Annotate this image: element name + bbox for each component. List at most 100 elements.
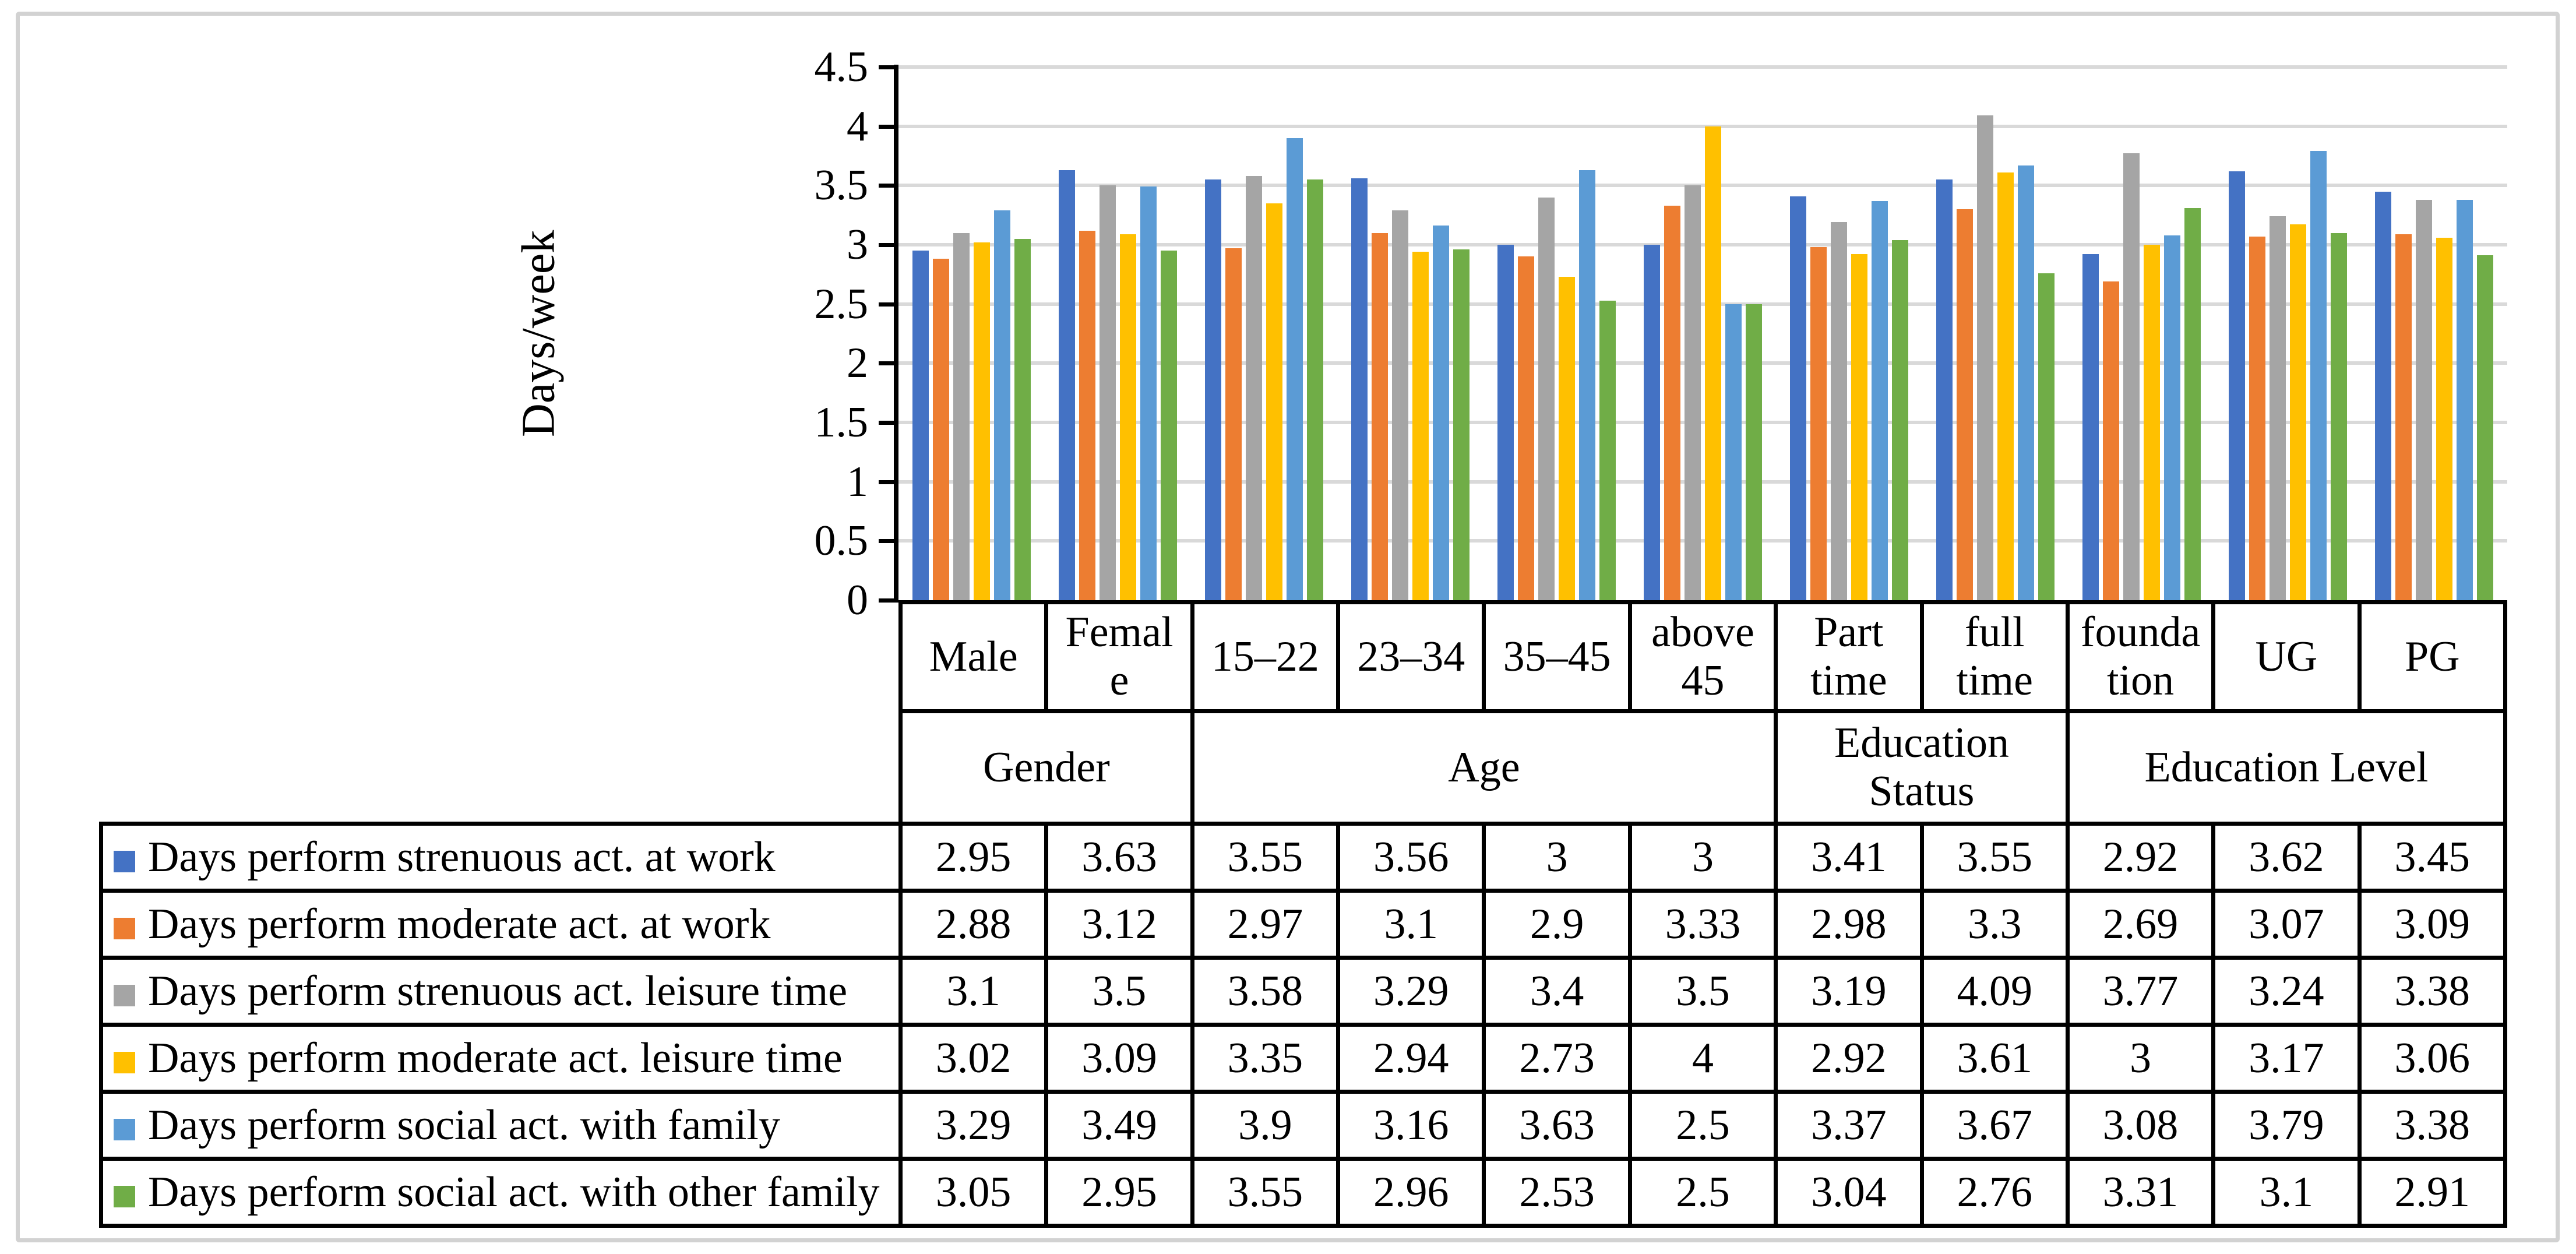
table-corner-spacer bbox=[101, 603, 901, 824]
legend-swatch bbox=[114, 1118, 135, 1140]
column-header-cell: UG bbox=[2211, 600, 2362, 713]
bar bbox=[1453, 249, 1470, 600]
bar bbox=[1266, 203, 1282, 600]
value-cell: 3 bbox=[1627, 822, 1778, 893]
y-tick-label: 2.5 bbox=[814, 280, 869, 328]
table-row: Days perform strenuous act. leisure time… bbox=[99, 956, 2508, 1027]
value-cell: 3.02 bbox=[898, 1023, 1049, 1094]
bar bbox=[2270, 216, 2286, 600]
bar bbox=[1412, 252, 1429, 600]
column-header-cell: full time bbox=[1919, 600, 2070, 713]
legend-swatch bbox=[114, 984, 135, 1006]
gridline bbox=[898, 421, 2507, 424]
bar bbox=[953, 233, 970, 600]
gridline bbox=[898, 302, 2507, 306]
bar bbox=[1059, 170, 1075, 600]
bar-group-full-time bbox=[1922, 67, 2068, 600]
value-cell: 2.5 bbox=[1627, 1157, 1778, 1228]
value-cell: 3.05 bbox=[898, 1157, 1049, 1228]
column-header-cell: 15–22 bbox=[1190, 600, 1341, 713]
value-cell: 3.1 bbox=[2211, 1157, 2362, 1228]
bar bbox=[1161, 251, 1177, 600]
value-cell: 3.63 bbox=[1482, 1090, 1632, 1161]
value-cell: 3.38 bbox=[2357, 1090, 2508, 1161]
value-cell: 2.76 bbox=[1919, 1157, 2070, 1228]
bar-group-pg bbox=[2361, 67, 2507, 600]
bar bbox=[1538, 197, 1555, 600]
bar bbox=[1936, 179, 1953, 600]
legend-cell: Days perform strenuous act. at work bbox=[99, 822, 903, 893]
bar bbox=[1079, 230, 1095, 600]
bar bbox=[1810, 247, 1827, 600]
value-cell: 3.63 bbox=[1044, 822, 1194, 893]
value-cell: 3.56 bbox=[1336, 822, 1486, 893]
bar bbox=[1957, 209, 1973, 600]
y-axis-tick bbox=[879, 539, 894, 544]
value-cell: 3.04 bbox=[1774, 1157, 1924, 1228]
value-cell: 3.55 bbox=[1919, 822, 2070, 893]
value-cell: 3.67 bbox=[1919, 1090, 2070, 1161]
bar bbox=[1225, 248, 1242, 600]
bar bbox=[1372, 233, 1388, 600]
value-cell: 3.09 bbox=[1044, 1023, 1194, 1094]
legend-label: Days perform moderate act. leisure time bbox=[148, 1034, 843, 1082]
value-cell: 2.91 bbox=[2357, 1157, 2508, 1228]
value-cell: 3.1 bbox=[1336, 889, 1486, 960]
value-cell: 3.29 bbox=[898, 1090, 1049, 1161]
bar bbox=[2103, 281, 2119, 600]
bar bbox=[1100, 185, 1116, 600]
bar bbox=[2229, 171, 2245, 600]
y-tick-label: 3 bbox=[847, 221, 868, 269]
bar bbox=[1246, 176, 1262, 600]
bar-group-female bbox=[1045, 67, 1191, 600]
value-cell: 2.53 bbox=[1482, 1157, 1632, 1228]
y-tick-label: 0.5 bbox=[814, 517, 869, 565]
value-cell: 3.45 bbox=[2357, 822, 2508, 893]
bar-group-foundation bbox=[2068, 67, 2215, 600]
column-header-cell: PG bbox=[2357, 600, 2508, 713]
column-header-cell: above 45 bbox=[1627, 600, 1778, 713]
value-cell: 3.9 bbox=[1190, 1090, 1341, 1161]
bar bbox=[1790, 196, 1806, 600]
value-cell: 3.16 bbox=[1336, 1090, 1486, 1161]
bar bbox=[1433, 226, 1449, 600]
bar bbox=[1579, 170, 1595, 600]
bar bbox=[2477, 255, 2493, 600]
y-axis-tick bbox=[879, 184, 894, 188]
table-row: Days perform moderate act. at work 2.88 3.… bbox=[99, 889, 2508, 960]
value-cell: 4 bbox=[1627, 1023, 1778, 1094]
value-cell: 2.95 bbox=[898, 822, 1049, 893]
bar-group-35-45 bbox=[1483, 67, 1630, 600]
y-axis-tick bbox=[879, 243, 894, 247]
y-axis-tick bbox=[879, 421, 894, 425]
table-row: Days perform social act. with family 3.29… bbox=[99, 1090, 2508, 1161]
value-cell: 2.69 bbox=[2065, 889, 2216, 960]
value-cell: 2.9 bbox=[1482, 889, 1632, 960]
value-cell: 3.06 bbox=[2357, 1023, 2508, 1094]
bar bbox=[1351, 178, 1368, 600]
bar bbox=[1599, 300, 1616, 600]
value-cell: 3.77 bbox=[2065, 956, 2216, 1027]
bar-group-part-time bbox=[1776, 67, 1922, 600]
bar bbox=[1140, 186, 1157, 600]
bar bbox=[2082, 254, 2099, 600]
bar bbox=[1392, 210, 1408, 600]
bar bbox=[2331, 233, 2347, 600]
y-axis-tick bbox=[879, 480, 894, 484]
y-axis-tick bbox=[879, 598, 894, 603]
y-axis-tick bbox=[879, 361, 894, 366]
legend-cell: Days perform moderate act. leisure time bbox=[99, 1023, 903, 1094]
bar bbox=[2436, 237, 2452, 600]
group-header-cell: Education Status bbox=[1774, 709, 2070, 826]
y-tick-label: 2 bbox=[847, 339, 868, 388]
value-cell: 3.24 bbox=[2211, 956, 2362, 1027]
gridline bbox=[898, 361, 2507, 365]
bar bbox=[1977, 115, 1993, 600]
column-header-cell: founda tion bbox=[2065, 600, 2216, 713]
value-cell: 3.37 bbox=[1774, 1090, 1924, 1161]
column-header-cell: Male bbox=[898, 600, 1049, 713]
bar-group-15-22 bbox=[1191, 67, 1337, 600]
bar bbox=[2018, 165, 2034, 600]
bar bbox=[974, 242, 990, 600]
bar bbox=[912, 251, 929, 600]
